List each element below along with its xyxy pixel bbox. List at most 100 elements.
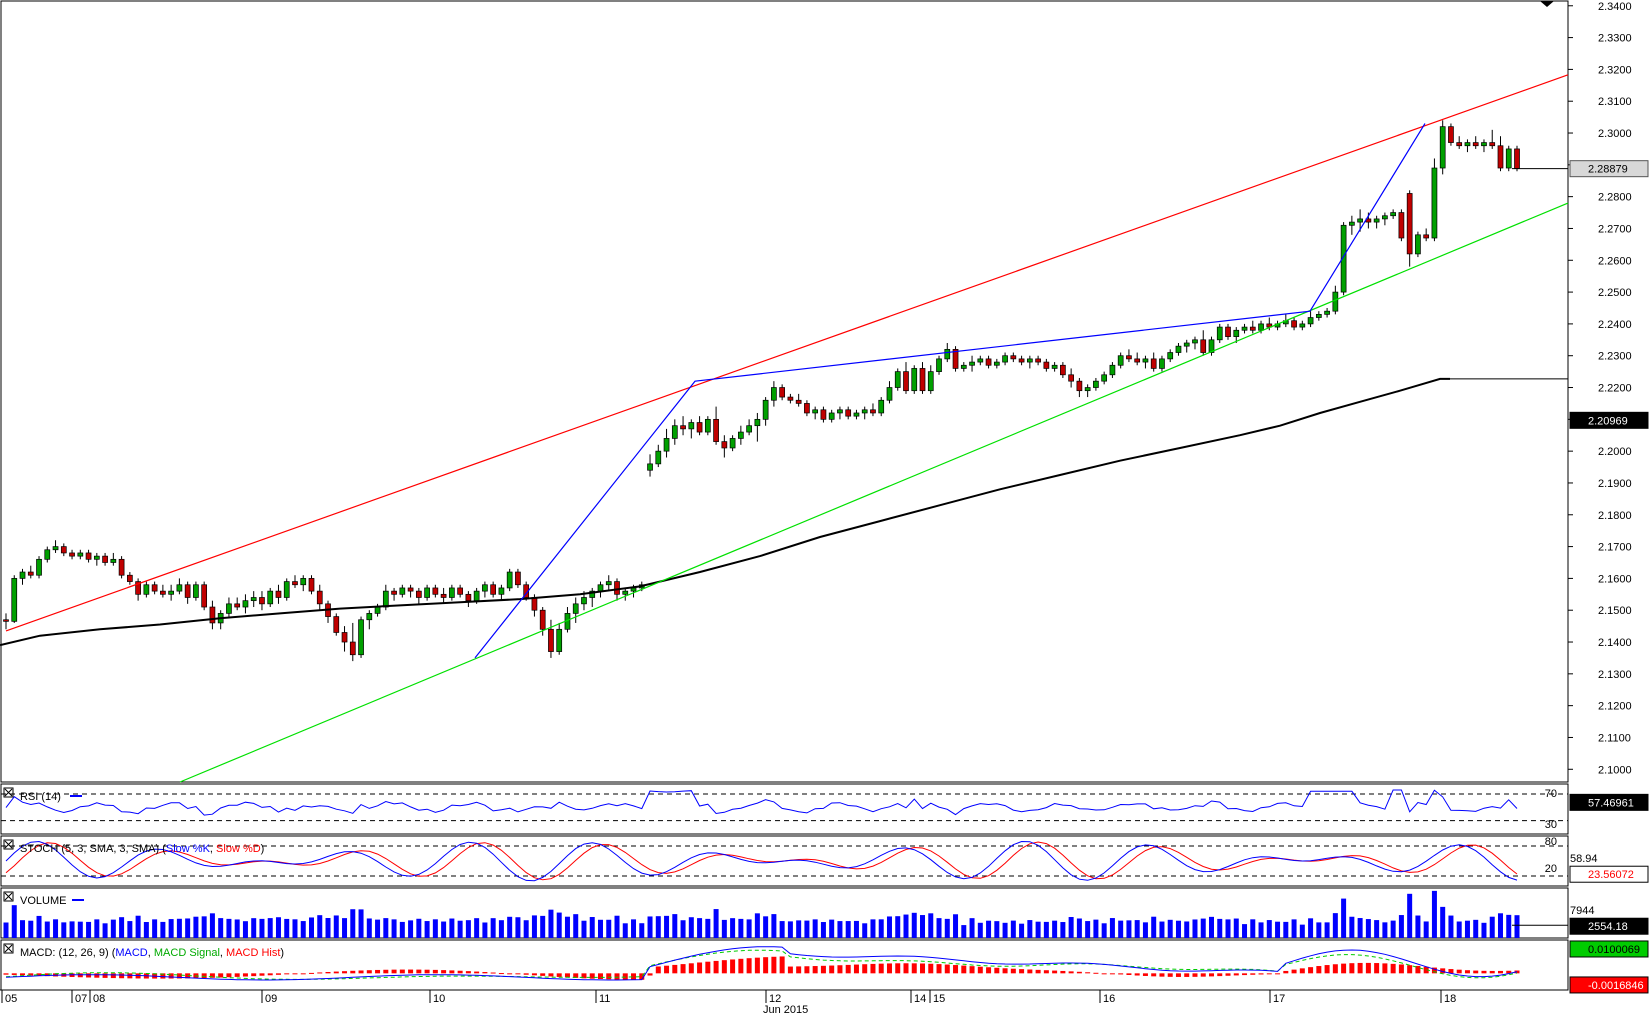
candle-body xyxy=(374,606,381,614)
volume-bar xyxy=(1076,918,1082,938)
candle-body xyxy=(969,361,975,366)
volume-bar xyxy=(730,918,736,938)
candle-body xyxy=(292,581,298,586)
macd-hist-bar xyxy=(490,972,496,974)
volume-bar xyxy=(168,919,174,938)
volume-bar xyxy=(1332,913,1338,938)
candle-body xyxy=(242,600,249,608)
volume-bar xyxy=(1398,915,1404,938)
macd-hist-bar xyxy=(498,973,504,975)
candle-body xyxy=(358,619,364,656)
volume-bar xyxy=(53,919,59,938)
candle-body xyxy=(1340,224,1347,293)
macd-hist-bar xyxy=(664,965,670,974)
volume-bar xyxy=(366,918,372,938)
volume-bar xyxy=(1208,916,1214,938)
macd-hist-bar xyxy=(928,963,934,974)
volume-bar xyxy=(589,917,595,938)
rsi-title: RSI (14) xyxy=(20,791,61,803)
candle-body xyxy=(1415,234,1421,255)
volume-bar xyxy=(853,920,859,938)
macd-hist-bar xyxy=(325,971,331,974)
candle-body xyxy=(548,628,554,652)
candle-body xyxy=(85,552,92,560)
candle-body xyxy=(1093,380,1099,388)
candle-body xyxy=(886,387,893,401)
candle-body xyxy=(135,581,141,595)
volume-bar xyxy=(449,918,455,938)
price-tick-label: 2.2300 xyxy=(1598,351,1632,363)
panel-close-icon xyxy=(4,788,13,797)
volume-bar xyxy=(1142,922,1148,938)
candle-body xyxy=(1159,358,1165,369)
candle-body xyxy=(605,581,612,586)
macd-value-neg-label-box xyxy=(1569,976,1649,994)
candle-body xyxy=(1464,142,1471,147)
candle-body xyxy=(432,587,439,595)
macd-hist-bar xyxy=(680,964,686,974)
stoch-d-line xyxy=(5,841,1518,881)
macd-hist-bar xyxy=(944,964,950,974)
volume-bar xyxy=(1266,920,1272,938)
volume-bar xyxy=(886,916,892,938)
candle-body xyxy=(927,371,934,392)
candle-body xyxy=(1150,358,1157,369)
macd-hist-bar xyxy=(994,967,1000,974)
candle-body xyxy=(1299,323,1306,328)
candle-body xyxy=(1291,320,1297,328)
macd-hist-bar xyxy=(1002,968,1008,974)
label-layer: RSI (14) STOCH (5, 3, SMA, 3, SMA) (Slow… xyxy=(5,1,1632,1015)
macd-hist-bar xyxy=(333,971,339,974)
macd-hist-bar xyxy=(1374,963,1380,974)
candle-body xyxy=(614,581,620,595)
volume-bar xyxy=(1415,915,1421,938)
volume-bar xyxy=(391,919,397,938)
volume-bar xyxy=(837,921,843,938)
candle-body xyxy=(259,597,265,605)
volume-bar xyxy=(432,919,438,938)
ma-value-label-text: 2.20969 xyxy=(1588,415,1628,427)
volume-bar xyxy=(1316,922,1322,938)
volume-bar xyxy=(242,921,248,938)
candle-body xyxy=(754,418,761,427)
candle-body xyxy=(1398,212,1405,239)
macd-hist-bar xyxy=(20,973,26,976)
candle-body xyxy=(151,584,158,592)
candle-body xyxy=(69,552,75,557)
candle-body xyxy=(176,584,183,592)
candle-body xyxy=(1497,145,1504,169)
volume-bar xyxy=(1431,890,1437,938)
volume-bar xyxy=(1382,922,1388,938)
candle-body xyxy=(399,587,406,595)
volume-bar xyxy=(226,918,232,938)
volume-bar xyxy=(11,905,17,938)
volume-bar xyxy=(1341,898,1347,938)
candle-body xyxy=(853,412,860,417)
volume-bar xyxy=(1258,922,1264,938)
volume-bar xyxy=(820,922,826,938)
candle-body xyxy=(828,412,835,420)
macd-hist-bar xyxy=(1283,970,1289,974)
macd-hist-bar xyxy=(1390,963,1396,974)
volume-bar xyxy=(185,918,191,938)
price-tick-label: 2.1200 xyxy=(1598,701,1632,713)
panel-close-icon xyxy=(4,944,13,953)
volume-bar xyxy=(1357,918,1363,938)
macd-hist-bar xyxy=(1407,965,1413,974)
candle-body xyxy=(597,584,604,592)
price-tick-label: 2.3100 xyxy=(1598,96,1632,108)
macd-hist-bar xyxy=(1225,973,1231,976)
macd-hist-bar xyxy=(1357,962,1363,974)
volume-bar xyxy=(763,916,769,938)
candle-body xyxy=(1200,339,1207,353)
candle-body xyxy=(250,597,257,602)
volume-bar xyxy=(1043,921,1049,938)
macd-hist-bar xyxy=(309,972,315,974)
candle-body xyxy=(1382,215,1388,220)
candle-body xyxy=(729,438,736,449)
macd-hist-bar xyxy=(1076,971,1082,974)
macd-hist-bar xyxy=(688,963,694,974)
candle-body xyxy=(531,597,538,611)
volume-bar xyxy=(424,921,430,938)
price-tick-label: 2.1800 xyxy=(1598,510,1632,522)
